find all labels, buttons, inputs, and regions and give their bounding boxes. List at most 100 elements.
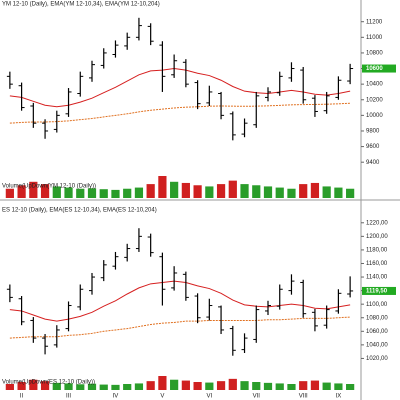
x-tick-label: IX: [336, 394, 342, 400]
y-tick-label: 1080,00: [366, 315, 388, 321]
last-price-label: 10600: [366, 66, 383, 72]
volume-bar: [228, 180, 237, 198]
volume-bar: [263, 382, 273, 390]
last-price-box: [362, 286, 396, 295]
volume-bar: [205, 186, 214, 198]
volume-bar: [123, 384, 132, 390]
y-tick-label: 9400: [366, 160, 380, 166]
volume-bar: [170, 181, 179, 198]
volume-bar: [228, 378, 237, 390]
volume-bar: [158, 176, 167, 198]
volume-bar: [146, 381, 155, 390]
volume-bar: [334, 383, 343, 390]
volume-bar: [334, 187, 343, 198]
y-tick-label: 1180,00: [366, 247, 388, 253]
y-tick-label: 1060,00: [366, 329, 388, 335]
x-tick-label: VIII: [299, 394, 308, 400]
volume-bar: [64, 187, 73, 198]
x-tick-label: II: [20, 394, 24, 400]
volume-bar: [17, 382, 26, 390]
volume-bar: [5, 384, 14, 390]
volume-bar: [299, 381, 308, 390]
x-tick-label: III: [66, 394, 71, 400]
y-tick-label: 11000: [366, 35, 383, 41]
volume-bar: [99, 189, 108, 198]
y-tick-label: 10400: [366, 82, 383, 88]
volume-bar: [310, 380, 320, 390]
x-tick-label: VI: [206, 394, 212, 400]
y-tick-label: 1160,00: [366, 261, 388, 267]
volume-bar: [193, 382, 202, 390]
volume-bar: [40, 381, 50, 390]
volume-bar: [240, 381, 249, 390]
x-tick-label: IV: [113, 394, 119, 400]
volume-bar: [87, 188, 97, 198]
volume-bar: [40, 184, 50, 198]
y-tick-label: 11200: [366, 19, 383, 25]
y-tick-label: 1040,00: [366, 342, 388, 348]
y-tick-label: 10800: [366, 51, 383, 57]
volume-bar: [146, 184, 155, 198]
volume-bar: [111, 384, 120, 390]
volume-bar: [134, 187, 144, 198]
ema-line: [9, 280, 351, 322]
volume-bar: [52, 382, 61, 390]
volume-bar: [287, 188, 296, 198]
y-tick-label: 1020,00: [366, 356, 388, 362]
volume-bar: [76, 188, 85, 198]
volume-bar: [181, 380, 190, 390]
volume-bar: [87, 383, 97, 390]
y-tick-label: 9800: [366, 129, 380, 135]
volume-bar: [275, 187, 284, 198]
y-tick-label: 10000: [366, 113, 383, 119]
y-tick-label: 9600: [366, 144, 380, 150]
y-tick-label: 1220,00: [366, 220, 388, 226]
volume-bar: [181, 182, 190, 198]
volume-bar: [216, 184, 226, 198]
volume-bar: [322, 382, 331, 390]
volume-bar: [346, 384, 355, 390]
volume-bar: [111, 189, 120, 198]
volume-label: Volume(UpDown(YM 12-10 (Daily)): [2, 184, 96, 190]
volume-bar: [263, 186, 273, 198]
volume-bar: [346, 188, 355, 198]
y-tick-label: 1200,00: [366, 234, 388, 240]
y-tick-label: 1100,00: [366, 302, 388, 308]
volume-bar: [99, 384, 108, 390]
last-price-box: [362, 64, 396, 73]
volume-bar: [52, 186, 61, 198]
panel-title: ES 12-10 (Daily), EMA(ES 12-10,34), EMA(…: [2, 208, 157, 214]
volume-bar: [287, 384, 296, 390]
volume-bar: [322, 186, 331, 198]
volume-bar: [252, 185, 261, 198]
volume-bar: [299, 184, 308, 198]
volume-bar: [275, 383, 284, 390]
volume-bar: [216, 381, 226, 390]
volume-bar: [29, 181, 38, 198]
volume-bar: [240, 184, 249, 198]
y-tick-label: 1140,00: [366, 275, 388, 281]
volume-bar: [123, 188, 132, 198]
volume-bar: [170, 379, 179, 390]
ema-line: [9, 68, 351, 108]
volume-bar: [29, 379, 38, 390]
volume-bar: [252, 382, 261, 390]
volume-bar: [17, 185, 26, 198]
ema-line: [9, 316, 351, 339]
volume-label: Volume(UpDown(ES 12-10 (Daily)): [2, 380, 95, 386]
x-tick-label: V: [160, 394, 164, 400]
y-tick-label: 10200: [366, 97, 383, 103]
panel-title: YM 12-10 (Daily), EMA(YM 12-10,34), EMA(…: [2, 2, 160, 8]
volume-bar: [76, 384, 85, 390]
x-tick-label: VII: [253, 394, 261, 400]
volume-bar: [134, 383, 144, 390]
last-price-label: 1119,50: [366, 289, 388, 295]
volume-bar: [158, 376, 167, 390]
volume-bar: [64, 383, 73, 390]
ema-line: [9, 102, 351, 124]
volume-bar: [205, 382, 214, 390]
volume-bar: [193, 185, 202, 198]
volume-bar: [310, 182, 320, 198]
volume-bar: [5, 188, 14, 198]
